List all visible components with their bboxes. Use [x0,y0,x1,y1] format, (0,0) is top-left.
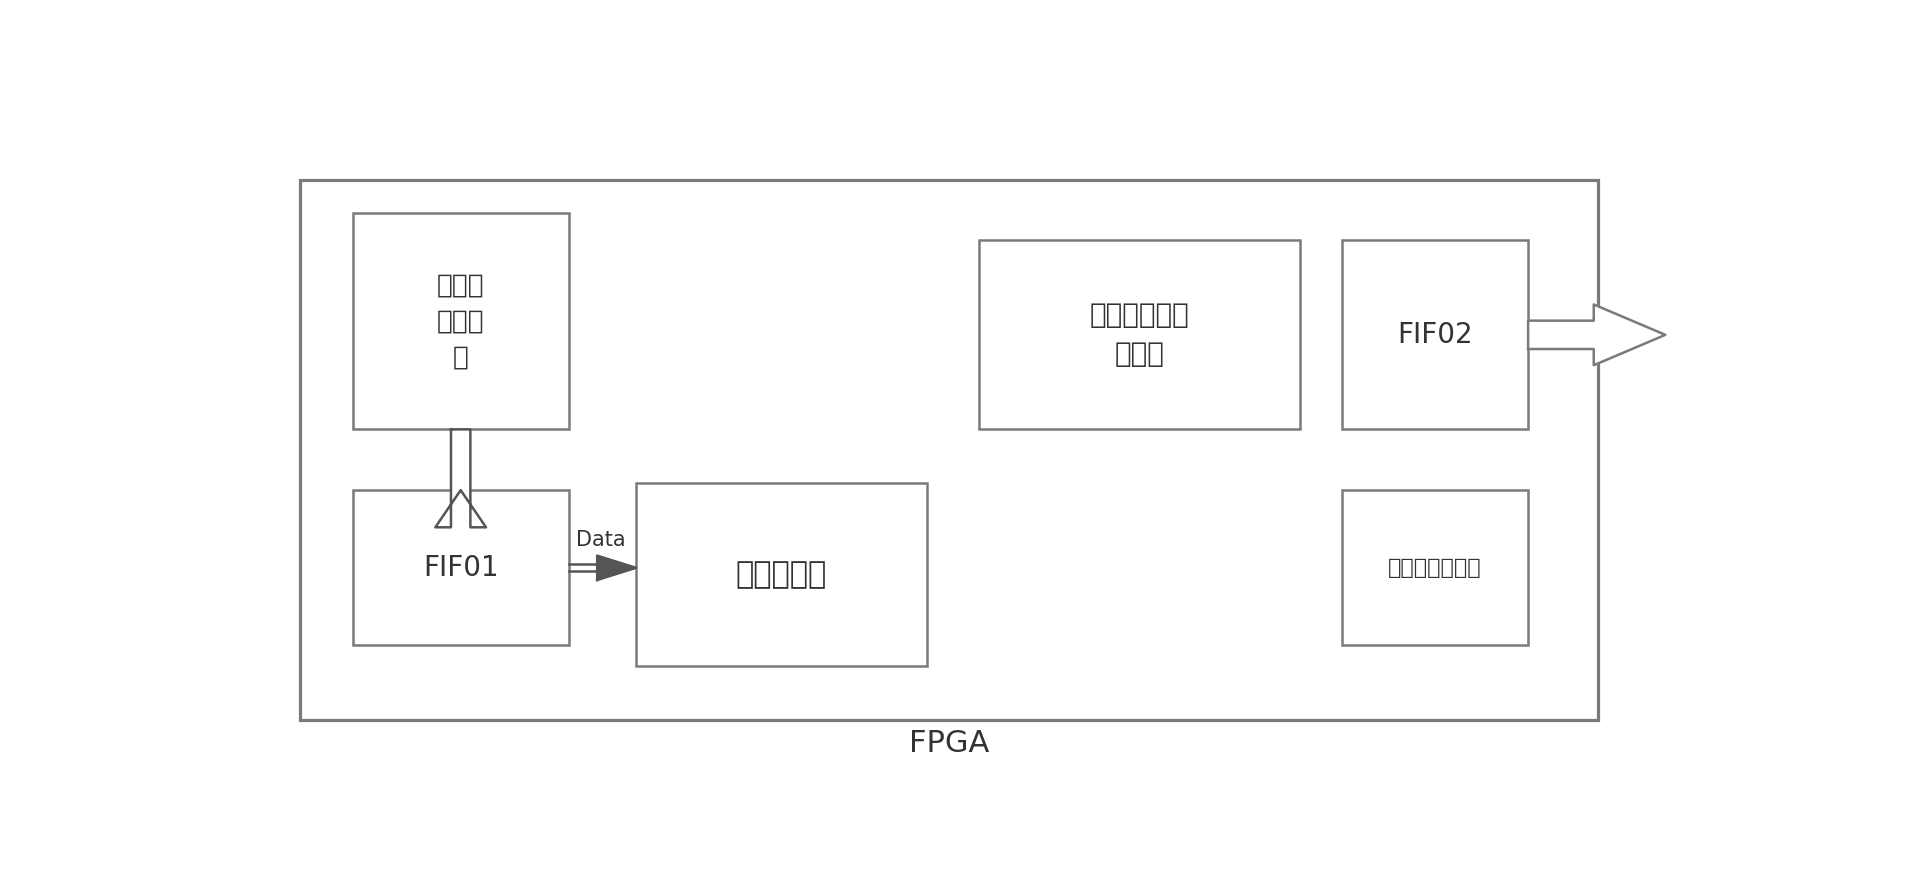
Polygon shape [435,430,485,527]
Text: FIF01: FIF01 [424,553,499,581]
Bar [1342,490,1528,645]
Polygon shape [1528,304,1665,365]
Text: Data: Data [576,530,626,550]
Text: 图像缩放器: 图像缩放器 [735,560,828,589]
Text: FPGA: FPGA [909,729,989,758]
Text: 高速数据存储
控制器: 高速数据存储 控制器 [1090,302,1190,368]
Bar [980,240,1299,430]
Bar [352,213,570,430]
Text: 输入时
序控制
器: 输入时 序控制 器 [437,273,485,370]
Polygon shape [597,556,635,580]
Bar [635,483,928,666]
Text: 输出时序控制器: 输出时序控制器 [1388,558,1482,578]
Bar [352,490,570,645]
Bar [1342,240,1528,430]
Bar [300,180,1598,720]
Text: FIF02: FIF02 [1398,321,1473,349]
